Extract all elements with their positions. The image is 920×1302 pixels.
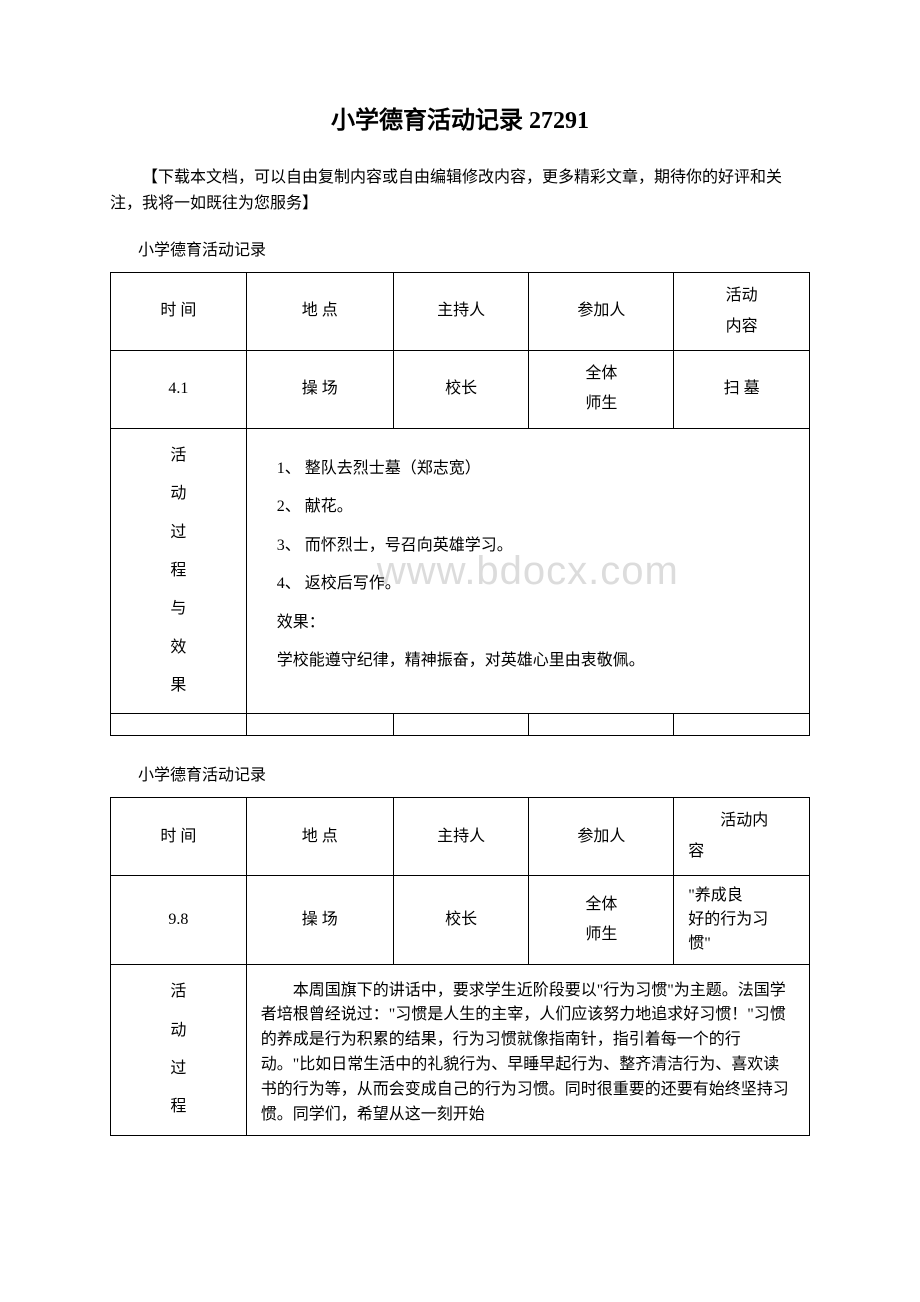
cell-content: 扫 墓 [674, 350, 810, 428]
empty-cell [393, 714, 529, 736]
participants-line1: 全体 [585, 896, 617, 913]
cell-host: 校长 [393, 876, 529, 965]
label-char: 果 [170, 677, 186, 694]
cell-time: 4.1 [111, 350, 247, 428]
process-line: 学校能遵守纪律，精神振奋，对英雄心里由衷敬佩。 [277, 642, 797, 680]
empty-row [111, 714, 810, 736]
process-label-text: 活 动 过 程 与 效 果 [117, 437, 240, 706]
process-content-cell: 本周国旗下的讲话中，要求学生近阶段要以"行为习惯"为主题。法国学者培根曾经说过：… [246, 965, 809, 1136]
table-header-row: 时 间 地 点 主持人 参加人 活动 内容 [111, 273, 810, 351]
label-char: 动 [170, 1022, 186, 1039]
cell-content: "养成良 好的行为习 惯" [674, 876, 810, 965]
content-line: 好的行为习 [688, 911, 768, 928]
header-content-line2: 内容 [726, 318, 758, 335]
header-content: 活动内容 [674, 798, 810, 876]
label-char: 效 [170, 639, 186, 656]
participants-line2: 师生 [585, 395, 617, 412]
activity-table-2: 时 间 地 点 主持人 参加人 活动内容 9.8 操 场 校长 全体 师生 "养… [110, 797, 810, 1135]
header-participants: 参加人 [529, 798, 674, 876]
label-char: 活 [170, 983, 186, 1000]
table-row: 9.8 操 场 校长 全体 师生 "养成良 好的行为习 惯" [111, 876, 810, 965]
empty-cell [111, 714, 247, 736]
participants-line2: 师生 [585, 926, 617, 943]
content-line: 惯" [688, 935, 711, 952]
participants-line1: 全体 [585, 365, 617, 382]
label-char: 与 [170, 600, 186, 617]
process-content: 本周国旗下的讲话中，要求学生近阶段要以"行为习惯"为主题。法国学者培根曾经说过：… [261, 979, 795, 1128]
process-line: 1、 整队去烈士墓（郑志宽） [277, 450, 797, 488]
cell-participants: 全体 师生 [529, 350, 674, 428]
header-content-line1: 活动 [726, 287, 758, 304]
header-host: 主持人 [393, 798, 529, 876]
table-process-row: 活 动 过 程 与 效 果 www.bdocx.com 1、 整队去烈士墓（郑志… [111, 428, 810, 714]
label-char: 过 [170, 1060, 186, 1077]
process-line: 4、 返校后写作。 [277, 565, 797, 603]
header-time: 时 间 [111, 273, 247, 351]
section-label-1: 小学德育活动记录 [138, 236, 810, 260]
process-line: 效果： [277, 604, 797, 642]
intro-text: 【下载本文档，可以自由复制内容或自由编辑修改内容，更多精彩文章，期待你的好评和关… [110, 165, 810, 216]
page-title: 小学德育活动记录 27291 [110, 100, 810, 135]
label-char: 程 [170, 1098, 186, 1115]
header-participants: 参加人 [529, 273, 674, 351]
section-label-2: 小学德育活动记录 [138, 761, 810, 785]
process-label-cell: 活 动 过 程 与 效 果 [111, 428, 247, 714]
cell-host: 校长 [393, 350, 529, 428]
process-line: 2、 献花。 [277, 488, 797, 526]
activity-table-1: 时 间 地 点 主持人 参加人 活动 内容 4.1 操 场 校长 全体 师生 扫… [110, 272, 810, 736]
empty-cell [246, 714, 393, 736]
cell-place: 操 场 [246, 350, 393, 428]
header-host: 主持人 [393, 273, 529, 351]
header-content: 活动 内容 [674, 273, 810, 351]
header-time: 时 间 [111, 798, 247, 876]
label-char: 活 [170, 447, 186, 464]
label-char: 程 [170, 562, 186, 579]
process-label-text: 活 动 过 程 [117, 973, 240, 1127]
header-place: 地 点 [246, 798, 393, 876]
empty-cell [674, 714, 810, 736]
label-char: 过 [170, 524, 186, 541]
cell-time: 9.8 [111, 876, 247, 965]
header-place: 地 点 [246, 273, 393, 351]
table-row: 4.1 操 场 校长 全体 师生 扫 墓 [111, 350, 810, 428]
process-content-cell: www.bdocx.com 1、 整队去烈士墓（郑志宽） 2、 献花。 3、 而… [246, 428, 809, 714]
process-content: 1、 整队去烈士墓（郑志宽） 2、 献花。 3、 而怀烈士，号召向英雄学习。 4… [277, 450, 797, 680]
process-label-cell: 活 动 过 程 [111, 965, 247, 1136]
table-header-row: 时 间 地 点 主持人 参加人 活动内容 [111, 798, 810, 876]
process-line: 3、 而怀烈士，号召向英雄学习。 [277, 527, 797, 565]
table-process-row: 活 动 过 程 本周国旗下的讲话中，要求学生近阶段要以"行为习惯"为主题。法国学… [111, 965, 810, 1136]
cell-place: 操 场 [246, 876, 393, 965]
cell-participants: 全体 师生 [529, 876, 674, 965]
content-line: "养成良 [688, 887, 743, 904]
label-char: 动 [170, 485, 186, 502]
empty-cell [529, 714, 674, 736]
